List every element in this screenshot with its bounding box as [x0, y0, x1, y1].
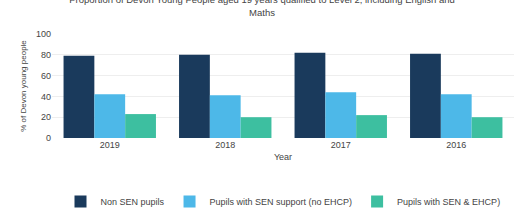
svg-text:40: 40 — [41, 92, 51, 102]
svg-text:60: 60 — [41, 71, 51, 81]
svg-text:0: 0 — [46, 133, 51, 143]
svg-text:2018: 2018 — [215, 140, 235, 150]
svg-text:2019: 2019 — [100, 140, 120, 150]
svg-text:2016: 2016 — [446, 140, 466, 150]
svg-text:Year: Year — [274, 152, 292, 162]
svg-text:80: 80 — [41, 50, 51, 60]
svg-text:100: 100 — [36, 29, 51, 39]
svg-text:Pupils with SEN & EHCP): Pupils with SEN & EHCP) — [397, 197, 500, 207]
svg-text:% of Devon young people: % of Devon young people — [19, 40, 28, 132]
svg-text:20: 20 — [41, 112, 51, 122]
svg-text:Pupils with SEN support (no EH: Pupils with SEN support (no EHCP) — [210, 197, 353, 207]
svg-text:2017: 2017 — [331, 140, 351, 150]
svg-text:Non SEN pupils: Non SEN pupils — [101, 197, 165, 207]
svg-text:Proportion of Devon Young Peop: Proportion of Devon Young People aged 19… — [69, 0, 455, 18]
